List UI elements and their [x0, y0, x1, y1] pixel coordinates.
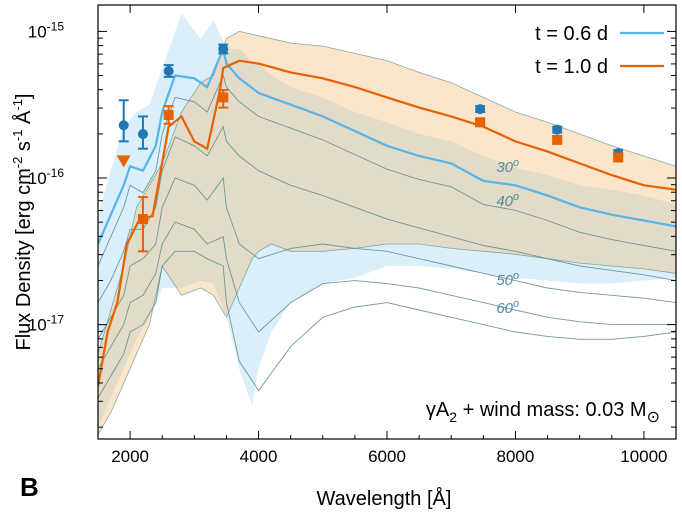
band-upper-curve: [98, 30, 676, 355]
data-point-t10: [137, 214, 148, 225]
x-tick-label: 8000: [497, 447, 535, 466]
y-axis-ticks: 10-15 10-16 10-17: [28, 19, 676, 428]
x-tick-label: 10000: [620, 447, 667, 466]
band-t06: [98, 13, 676, 428]
data-point-t10: [218, 92, 229, 103]
data-point-t10: [552, 134, 563, 145]
y-tick-label: 10-17: [28, 313, 65, 335]
y-axis-label: Flux Density [erg cm-2 s-1 Å-1]: [10, 94, 35, 351]
y-tick-label: 10-15: [28, 19, 65, 41]
data-point-t06: [137, 129, 148, 140]
data-point-t06: [218, 43, 229, 54]
data-point-t06: [118, 120, 129, 131]
x-tick-label: 2000: [111, 447, 149, 466]
legend-label-t10: t = 1.0 d: [535, 56, 608, 78]
x-tick-label: 6000: [368, 447, 406, 466]
model-annotation: γA2 + wind mass: 0.03 M⊙: [426, 399, 660, 426]
legend: t = 0.6 d t = 1.0 d: [535, 23, 664, 78]
data-point-t06: [475, 104, 486, 115]
angle-label: 60o: [496, 298, 519, 317]
legend-label-t06: t = 0.6 d: [535, 23, 608, 45]
angle-label: 30o: [496, 157, 519, 176]
angle-curve: [98, 221, 676, 369]
series-line-t06: [98, 45, 676, 245]
observations: [116, 43, 624, 253]
angle-curve: [98, 250, 676, 399]
data-point-t06: [163, 65, 174, 76]
y-tick-label: 10-16: [28, 166, 65, 188]
data-point-t10: [163, 109, 174, 120]
angle-label: 40o: [496, 191, 519, 210]
band-lower-curve: [98, 243, 676, 435]
data-point-t10: [613, 152, 624, 163]
data-point-t06: [552, 124, 563, 135]
angle-label: 50o: [496, 270, 519, 289]
plot-area: 30o 40o 50o 60o: [98, 13, 676, 435]
band-t10: [98, 31, 676, 435]
x-tick-label: 4000: [240, 447, 278, 466]
panel-label: B: [20, 472, 39, 502]
angle-curve: [98, 176, 676, 340]
angle-labels: 30o 40o 50o 60o: [496, 157, 519, 317]
upper-limit-marker: [116, 155, 131, 168]
x-axis-ticks: 2000 4000 6000 8000 10000: [111, 5, 668, 466]
x-axis-label: Wavelength [Å]: [317, 487, 452, 510]
data-point-t10: [475, 117, 486, 128]
angle-curve: [98, 74, 676, 267]
